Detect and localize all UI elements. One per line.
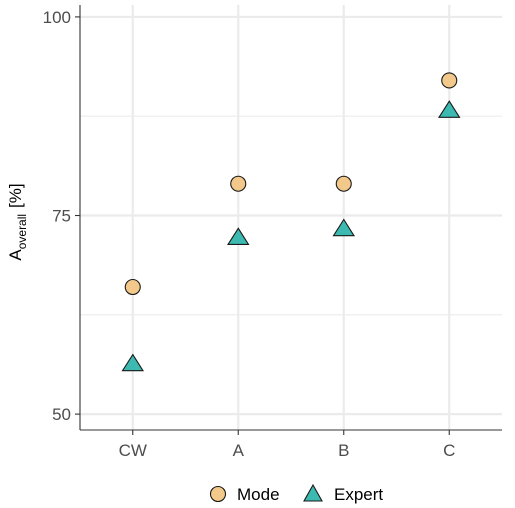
y-axis-title-base: A [6, 249, 25, 261]
y-axis-title-subscript: overall [15, 214, 29, 249]
axis-ticks: 50 75 100 CW A B C [43, 8, 456, 460]
y-tick-label: 50 [52, 405, 71, 424]
x-tick-label: A [233, 441, 245, 460]
y-axis-title: Aoverall [%] [6, 183, 29, 260]
mode-point [124, 278, 141, 296]
mode-point [230, 175, 247, 192]
x-tick-label: C [443, 441, 455, 460]
y-tick-label: 100 [43, 8, 71, 27]
data-points [121, 72, 461, 372]
y-tick-label: 75 [52, 207, 71, 226]
y-axis-title-unit: [%] [6, 183, 25, 208]
x-tick-label: B [338, 441, 349, 460]
grid-lines [80, 5, 502, 430]
expert-point [121, 353, 144, 372]
legend-expert-label: Expert [334, 485, 383, 504]
expert-point [226, 227, 250, 245]
expert-point [437, 100, 461, 118]
legend-mode-label: Mode [237, 485, 280, 504]
expert-point [332, 218, 355, 237]
legend: Mode Expert [209, 483, 383, 504]
x-tick-label: CW [119, 441, 147, 460]
mode-point [441, 72, 458, 89]
mode-point [335, 175, 352, 192]
legend-expert-marker [303, 483, 323, 502]
legend-mode-marker [209, 485, 227, 503]
